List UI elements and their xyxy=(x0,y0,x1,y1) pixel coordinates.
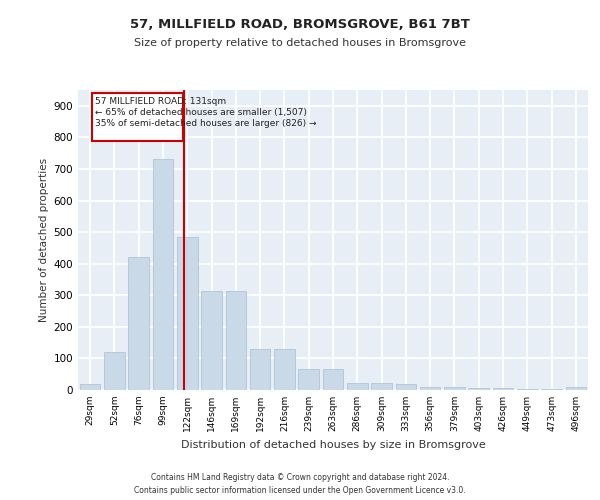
Bar xyxy=(493,388,514,390)
Bar xyxy=(152,160,173,390)
Bar xyxy=(226,290,246,390)
Bar xyxy=(566,388,586,390)
X-axis label: Distribution of detached houses by size in Bromsgrove: Distribution of detached houses by size … xyxy=(181,440,485,450)
Bar xyxy=(274,349,295,390)
Bar xyxy=(347,383,368,390)
Bar xyxy=(177,237,197,390)
Bar xyxy=(517,389,538,390)
Bar xyxy=(371,383,392,390)
Text: Contains public sector information licensed under the Open Government Licence v3: Contains public sector information licen… xyxy=(134,486,466,495)
Bar xyxy=(323,370,343,390)
Bar xyxy=(541,389,562,390)
Y-axis label: Number of detached properties: Number of detached properties xyxy=(40,158,49,322)
Bar xyxy=(250,349,271,390)
Text: 35% of semi-detached houses are larger (826) →: 35% of semi-detached houses are larger (… xyxy=(95,120,316,128)
Bar xyxy=(128,258,149,390)
Bar xyxy=(201,290,222,390)
Text: ← 65% of detached houses are smaller (1,507): ← 65% of detached houses are smaller (1,… xyxy=(95,108,307,117)
Text: Size of property relative to detached houses in Bromsgrove: Size of property relative to detached ho… xyxy=(134,38,466,48)
Bar xyxy=(104,352,125,390)
Bar xyxy=(80,384,100,390)
Text: Contains HM Land Registry data © Crown copyright and database right 2024.: Contains HM Land Registry data © Crown c… xyxy=(151,474,449,482)
Text: 57 MILLFIELD ROAD: 131sqm: 57 MILLFIELD ROAD: 131sqm xyxy=(95,98,226,106)
Bar xyxy=(298,370,319,390)
FancyBboxPatch shape xyxy=(92,93,183,140)
Bar xyxy=(444,388,465,390)
Text: 57, MILLFIELD ROAD, BROMSGROVE, B61 7BT: 57, MILLFIELD ROAD, BROMSGROVE, B61 7BT xyxy=(130,18,470,30)
Bar xyxy=(420,387,440,390)
Bar xyxy=(395,384,416,390)
Bar xyxy=(469,388,489,390)
